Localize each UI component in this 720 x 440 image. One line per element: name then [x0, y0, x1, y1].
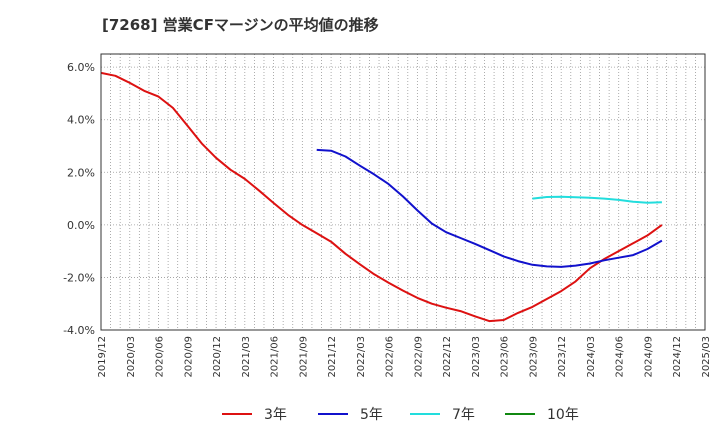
y-tick-label: 6.0%: [67, 61, 95, 74]
y-tick-label: 0.0%: [67, 219, 95, 232]
x-tick-label: 2022/12: [442, 336, 453, 378]
x-tick-label: 2023/09: [528, 336, 539, 378]
y-tick-label: 2.0%: [67, 166, 95, 179]
legend-label: 7年: [452, 407, 475, 423]
x-tick-label: 2020/09: [183, 336, 194, 378]
x-tick-label: 2021/03: [241, 336, 252, 378]
x-tick-label: 2022/03: [356, 336, 367, 378]
y-tick-label: -4.0%: [63, 324, 95, 337]
plot-area: [101, 54, 705, 330]
x-tick-label: 2024/06: [615, 336, 626, 378]
series-line-5年: [316, 148, 663, 268]
x-tick-label: 2024/03: [586, 336, 597, 378]
y-tick-label: -2.0%: [63, 271, 95, 284]
x-tick-label: 2025/03: [701, 336, 712, 378]
x-tick-label: 2021/06: [270, 336, 281, 378]
x-tick-label: 2020/12: [212, 336, 223, 378]
x-tick-label: 2024/12: [672, 336, 683, 378]
x-tick-label: 2022/06: [385, 336, 396, 378]
legend-label: 3年: [264, 407, 287, 423]
x-tick-label: 2019/12: [97, 336, 108, 378]
x-tick-label: 2021/09: [298, 336, 309, 378]
x-tick-label: 2020/03: [126, 336, 137, 378]
series-layer: [100, 71, 663, 323]
series-line-3年: [100, 71, 663, 323]
legend-label: 10年: [547, 407, 579, 423]
series-line-7年: [532, 195, 662, 204]
x-tick-label: 2020/06: [155, 336, 166, 378]
x-axis: 2019/12 2020/03 2020/06 2020/09 2020/12 2021/…: [97, 336, 712, 378]
legend-label: 5年: [360, 407, 383, 423]
y-axis: 6.0% 4.0% 2.0% 0.0% -2.0% -4.0%: [63, 61, 95, 337]
legend: 3年 5年 7年 10年: [222, 407, 579, 423]
grid: [101, 54, 705, 330]
x-tick-label: 2021/12: [327, 336, 338, 378]
chart-title: [7268] 営業CFマージンの平均値の推移: [102, 16, 379, 34]
x-tick-label: 2023/03: [471, 336, 482, 378]
x-tick-label: 2022/09: [413, 336, 424, 378]
x-tick-label: 2023/06: [500, 336, 511, 378]
x-tick-label: 2024/09: [643, 336, 654, 378]
y-tick-label: 4.0%: [67, 114, 95, 127]
plot-border: [100, 53, 706, 331]
x-tick-label: 2023/12: [557, 336, 568, 378]
